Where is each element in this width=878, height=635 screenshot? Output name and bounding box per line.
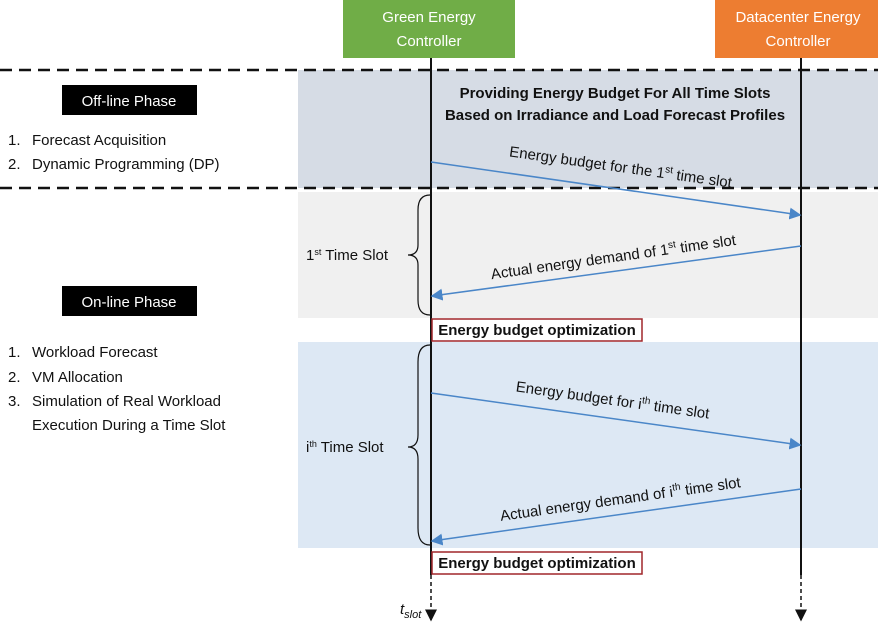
time-label: tslot: [400, 601, 422, 621]
list-item: Execution During a Time Slot: [32, 417, 226, 434]
text-part: st: [314, 247, 322, 257]
text-part: t: [400, 601, 405, 618]
list-marker: 3.: [8, 393, 21, 410]
list-marker: 1.: [8, 344, 21, 361]
list-marker: 1.: [8, 132, 21, 149]
text-part: th: [309, 439, 317, 449]
message-arrow: [430, 161, 802, 220]
optimization-box: [431, 318, 643, 342]
list-item: Dynamic Programming (DP): [32, 156, 220, 173]
optimization-label: Energy budget optimization: [438, 322, 636, 339]
list-item: Simulation of Real Workload: [32, 393, 221, 410]
list-item: Forecast Acquisition: [32, 132, 166, 149]
text-part: Time Slot: [321, 247, 389, 264]
list-marker: 2.: [8, 156, 21, 173]
message-arrow: [430, 392, 802, 450]
text-part: th: [641, 395, 651, 407]
brace: [407, 194, 431, 316]
text-part: i: [306, 439, 309, 456]
green-controller: Controller: [396, 33, 461, 50]
text-part: 1: [306, 247, 314, 264]
list-item: VM Allocation: [32, 369, 123, 386]
message-arrow: [430, 488, 802, 546]
phase-box: [62, 85, 197, 115]
slot-label: 1st Time Slot: [306, 247, 389, 264]
green-controller: Green Energy: [382, 9, 476, 26]
brace: [407, 344, 431, 546]
datacenter-controller: Datacenter Energy: [735, 9, 861, 26]
message-arrow: [430, 245, 802, 301]
green-controller-box: [343, 0, 515, 58]
text-part: st: [667, 239, 676, 251]
text-part: st: [664, 164, 673, 176]
text-part: slot: [404, 609, 422, 621]
list-marker: 2.: [8, 369, 21, 386]
datacenter-controller-box: [715, 0, 878, 58]
offline-header: Providing Energy Budget For All Time Slo…: [460, 85, 771, 102]
text-part: th: [671, 482, 681, 494]
offline-header: Based on Irradiance and Load Forecast Pr…: [445, 107, 785, 124]
list-item: Workload Forecast: [32, 344, 158, 361]
optimization-box: [431, 551, 643, 575]
sloti-area: [298, 342, 878, 548]
datacenter-controller: Controller: [765, 33, 830, 50]
phase-box: [62, 286, 197, 316]
text-part: Time Slot: [317, 439, 385, 456]
slot-label: ith Time Slot: [306, 439, 384, 456]
phase-label: On-line Phase: [81, 294, 176, 311]
phase-label: Off-line Phase: [82, 93, 177, 110]
offline-area: [298, 70, 878, 188]
optimization-label: Energy budget optimization: [438, 555, 636, 572]
